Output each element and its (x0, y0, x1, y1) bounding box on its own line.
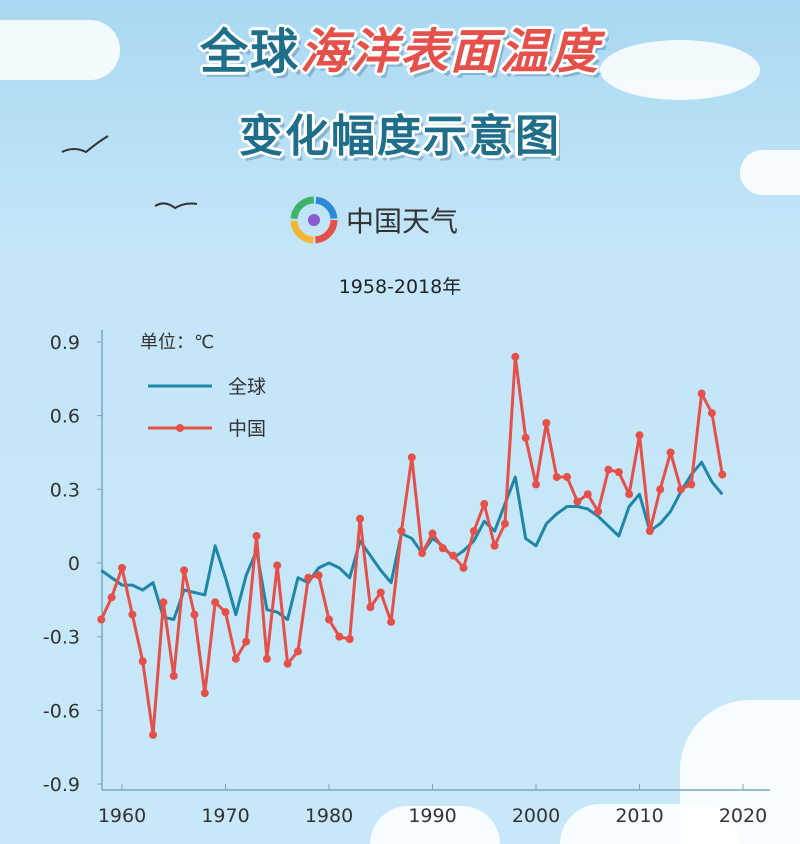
data-point (625, 490, 634, 499)
data-point (635, 431, 644, 440)
data-point (159, 598, 168, 607)
data-point (149, 730, 158, 739)
data-point (262, 654, 271, 663)
data-point (676, 485, 685, 494)
data-point (97, 615, 106, 624)
bird-icon (61, 135, 198, 210)
data-point (138, 657, 147, 666)
data-point (200, 689, 209, 698)
data-point (304, 573, 313, 582)
data-point (438, 544, 447, 553)
y-tick-label: -0.6 (43, 700, 80, 722)
data-point (407, 453, 416, 462)
cloud (370, 806, 500, 844)
legend: 单位：℃ 全球 中国 (140, 332, 266, 440)
logo-swirl-icon (290, 196, 338, 244)
logo-text: 中国天气 (346, 205, 459, 238)
y-tick-label: 0 (68, 553, 80, 575)
title-part-2: 海洋表面温度 (300, 24, 601, 80)
data-point (345, 635, 354, 644)
data-point (418, 549, 427, 558)
cloud (600, 40, 760, 100)
legend-label-china: 中国 (228, 418, 266, 440)
y-tick-label: -0.3 (43, 627, 80, 649)
data-point (293, 647, 302, 656)
y-tick-label: 0.6 (50, 406, 80, 428)
data-point (325, 615, 333, 624)
data-point (707, 409, 716, 418)
data-point (687, 480, 696, 489)
logo: 中国天气 (290, 196, 458, 244)
title-part-1: 全球 (199, 24, 300, 80)
data-point (252, 531, 261, 540)
y-tick-label: 0.3 (50, 479, 80, 501)
data-point (521, 433, 530, 442)
data-point (459, 563, 468, 572)
data-point (128, 610, 137, 619)
data-point (366, 603, 375, 612)
data-point (242, 637, 251, 646)
data-point (211, 598, 220, 607)
x-tick-label: 1970 (201, 805, 249, 827)
data-point (221, 608, 230, 617)
data-point (428, 529, 437, 538)
unit-label: 单位：℃ (140, 332, 214, 353)
x-tick-label: 1960 (98, 805, 146, 827)
data-point (718, 470, 727, 479)
y-tick-label: 0.9 (50, 332, 80, 354)
title-line-2: 变化幅度示意图 (239, 111, 561, 162)
data-point (656, 485, 665, 494)
data-point (169, 671, 178, 680)
data-point (583, 490, 592, 499)
x-tick-label: 2000 (512, 805, 560, 827)
data-point (594, 507, 603, 516)
data-point (666, 448, 675, 457)
data-point (231, 654, 240, 663)
data-point (500, 519, 509, 528)
data-point (490, 541, 499, 550)
data-point (480, 500, 489, 509)
data-point (511, 352, 520, 361)
legend-marker-china (176, 424, 184, 432)
data-point (387, 617, 396, 626)
x-tick-label: 2010 (615, 805, 663, 827)
data-point (573, 497, 582, 506)
cloud (0, 20, 120, 80)
x-tick-label: 1980 (305, 805, 353, 827)
data-point (542, 419, 551, 428)
data-point (469, 527, 478, 536)
data-point (283, 659, 292, 668)
data-point (614, 468, 623, 477)
legend-label-global: 全球 (228, 376, 266, 398)
data-point (697, 389, 706, 398)
data-point (532, 480, 540, 489)
x-tick-label: 2020 (719, 805, 767, 827)
data-point (107, 593, 116, 602)
data-point (118, 563, 126, 572)
title-line-1: 全球海洋表面温度 (0, 12, 800, 82)
series-line-china (99, 355, 724, 737)
data-point (552, 473, 561, 482)
data-point (180, 566, 189, 575)
series-line-global (100, 460, 724, 621)
cloud (560, 804, 740, 844)
data-point (335, 632, 344, 641)
cloud (740, 150, 800, 195)
data-point (397, 527, 406, 536)
data-point (604, 465, 613, 474)
data-point (273, 561, 282, 570)
data-point (314, 571, 323, 580)
data-point (645, 527, 654, 536)
y-tick-label: -0.9 (43, 774, 80, 796)
data-point (563, 473, 572, 482)
data-point (356, 514, 365, 523)
data-point (449, 551, 458, 560)
x-tick-label: 1990 (408, 805, 456, 827)
data-point (376, 588, 385, 597)
data-point (190, 610, 199, 619)
subtitle: 1958-2018年 (338, 276, 462, 298)
